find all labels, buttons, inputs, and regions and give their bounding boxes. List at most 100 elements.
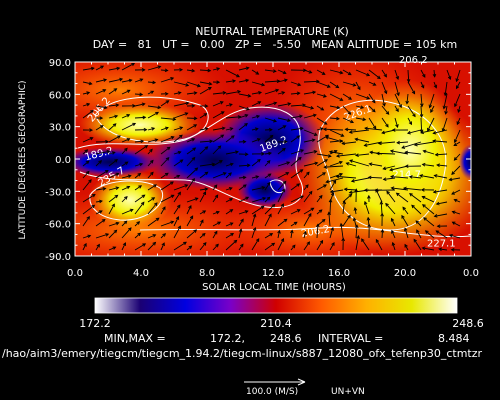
wind-vector-head xyxy=(149,148,153,153)
wind-vector xyxy=(121,227,132,239)
wind-vector xyxy=(328,212,331,227)
wind-vector-head xyxy=(245,196,250,201)
wind-vector-head xyxy=(435,201,440,206)
wind-vector-head xyxy=(244,123,248,127)
y-tick-label: -60.0 xyxy=(45,220,71,231)
wind-vector-head xyxy=(320,107,325,111)
wind-vector-head xyxy=(341,141,346,146)
interval-value: 8.484 xyxy=(438,332,470,345)
wind-vector xyxy=(277,69,286,74)
wind-vector-head xyxy=(285,172,290,176)
wind-vector xyxy=(264,152,272,155)
wind-vector-head xyxy=(424,230,429,234)
wind-vector-head xyxy=(192,147,197,151)
wind-vector xyxy=(344,188,357,191)
wind-vector xyxy=(225,103,233,107)
wind-vector-head xyxy=(271,203,276,208)
wind-vector-head xyxy=(347,71,352,76)
wind-vector-head xyxy=(252,226,257,231)
wind-vector xyxy=(264,197,270,203)
y-axis-label: LATITUDE (DEGREES GEOGRAPHIC) xyxy=(18,80,28,239)
wind-vector-head xyxy=(319,239,324,244)
y-tick-label: 30.0 xyxy=(49,123,71,134)
wind-vector-head xyxy=(422,74,426,78)
wind-vector xyxy=(316,224,319,239)
wind-vector-head xyxy=(233,239,238,244)
wind-vector-head xyxy=(191,138,196,142)
wind-vector xyxy=(355,93,370,100)
wind-vector-head xyxy=(448,177,453,182)
wind-vector xyxy=(383,165,396,170)
x-tick-label: 4.0 xyxy=(133,268,149,279)
wind-vector xyxy=(420,117,423,133)
wind-vector xyxy=(147,202,158,215)
wind-vector-head xyxy=(323,94,327,98)
wind-vector xyxy=(108,172,119,179)
wind-vector-head xyxy=(175,216,180,220)
wind-vector xyxy=(368,81,376,86)
wind-vector xyxy=(95,89,106,95)
wind-vector-head xyxy=(372,125,377,130)
wind-vector xyxy=(199,242,207,251)
wind-vector xyxy=(451,189,461,195)
wind-vector-head xyxy=(165,157,170,161)
wind-vector-head xyxy=(273,118,277,123)
wind-vector-head xyxy=(348,130,353,134)
wind-vector-head xyxy=(115,221,120,226)
wind-vector-head xyxy=(162,206,166,211)
wind-vector xyxy=(95,125,104,131)
wind-vector xyxy=(199,188,208,191)
wind-vector xyxy=(329,81,339,88)
wind-vector-head xyxy=(372,82,377,86)
wind-vector-head xyxy=(275,88,280,93)
wind-vector xyxy=(427,117,435,132)
wind-vector-head xyxy=(85,160,90,165)
wind-vector xyxy=(449,234,461,239)
wind-vector-head xyxy=(353,207,358,211)
wind-vector xyxy=(290,195,304,203)
wind-vector-head xyxy=(366,72,371,77)
wind-vector xyxy=(134,93,143,96)
wind-vector xyxy=(290,157,302,167)
wind-vector xyxy=(329,242,335,251)
wind-vector-head xyxy=(343,187,348,192)
wind-vector-head xyxy=(349,159,353,163)
x-tick-label: 0.0 xyxy=(463,268,479,279)
wind-vector xyxy=(303,139,315,143)
wind-vector-head xyxy=(291,244,296,249)
wind-vector-head xyxy=(328,198,333,203)
wind-vector-head xyxy=(318,194,323,199)
wind-vector-head xyxy=(184,184,189,188)
wind-vector-head xyxy=(177,91,182,95)
wind-vector-head xyxy=(113,88,118,92)
wind-vector-head xyxy=(299,114,303,119)
wind-vector-head xyxy=(404,150,409,155)
vector-scale-label: 100.0 (M/S) xyxy=(246,387,298,397)
wind-vector xyxy=(121,242,126,251)
wind-vector xyxy=(160,136,174,143)
wind-vector xyxy=(212,244,219,251)
wind-vector xyxy=(108,88,117,95)
wind-vector xyxy=(355,105,364,109)
wind-vector xyxy=(303,162,318,167)
wind-vector xyxy=(186,215,194,227)
wind-vector xyxy=(199,210,206,215)
wind-vector-head xyxy=(194,197,199,201)
wind-vector-head xyxy=(140,201,145,206)
wind-vector xyxy=(364,127,383,131)
wind-vector xyxy=(134,163,143,167)
wind-vector-head xyxy=(428,104,433,109)
wind-vector xyxy=(375,189,383,203)
wind-vector-head xyxy=(382,166,387,171)
wind-vector-head xyxy=(401,145,406,149)
wind-vector-head xyxy=(363,143,368,147)
wind-vector-head xyxy=(308,190,313,195)
wind-vector xyxy=(316,195,323,203)
wind-vector-head xyxy=(354,137,359,142)
wind-vector-head xyxy=(269,233,274,237)
wind-vector-head xyxy=(420,130,425,135)
wind-vector-head xyxy=(366,96,371,100)
wind-vector-head xyxy=(327,211,331,216)
wind-vector-head xyxy=(389,167,394,172)
wind-vector-head xyxy=(217,221,222,225)
